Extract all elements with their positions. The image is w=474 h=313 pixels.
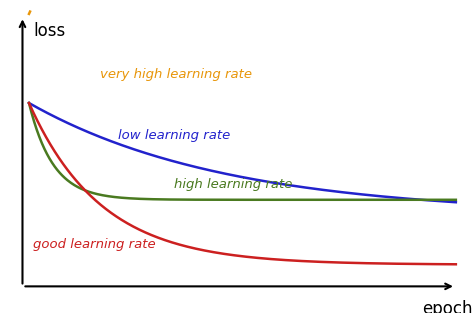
Text: very high learning rate: very high learning rate bbox=[100, 68, 253, 80]
Text: epoch: epoch bbox=[422, 300, 473, 313]
Text: high learning rate: high learning rate bbox=[174, 178, 292, 191]
Text: loss: loss bbox=[33, 22, 65, 39]
Text: low learning rate: low learning rate bbox=[118, 129, 230, 142]
Text: good learning rate: good learning rate bbox=[33, 238, 156, 251]
